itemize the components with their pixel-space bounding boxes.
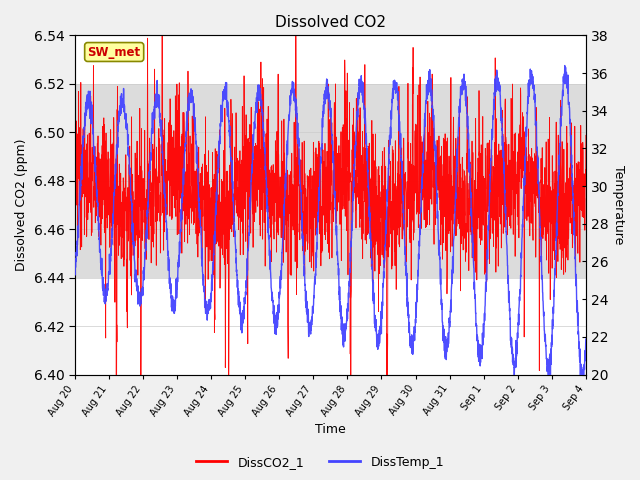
X-axis label: Time: Time — [315, 423, 346, 436]
Legend: DissCO2_1, DissTemp_1: DissCO2_1, DissTemp_1 — [191, 451, 449, 474]
Text: SW_met: SW_met — [88, 46, 141, 59]
Y-axis label: Temperature: Temperature — [612, 165, 625, 245]
Y-axis label: Dissolved CO2 (ppm): Dissolved CO2 (ppm) — [15, 139, 28, 271]
Title: Dissolved CO2: Dissolved CO2 — [275, 15, 386, 30]
Bar — [75, 84, 586, 277]
